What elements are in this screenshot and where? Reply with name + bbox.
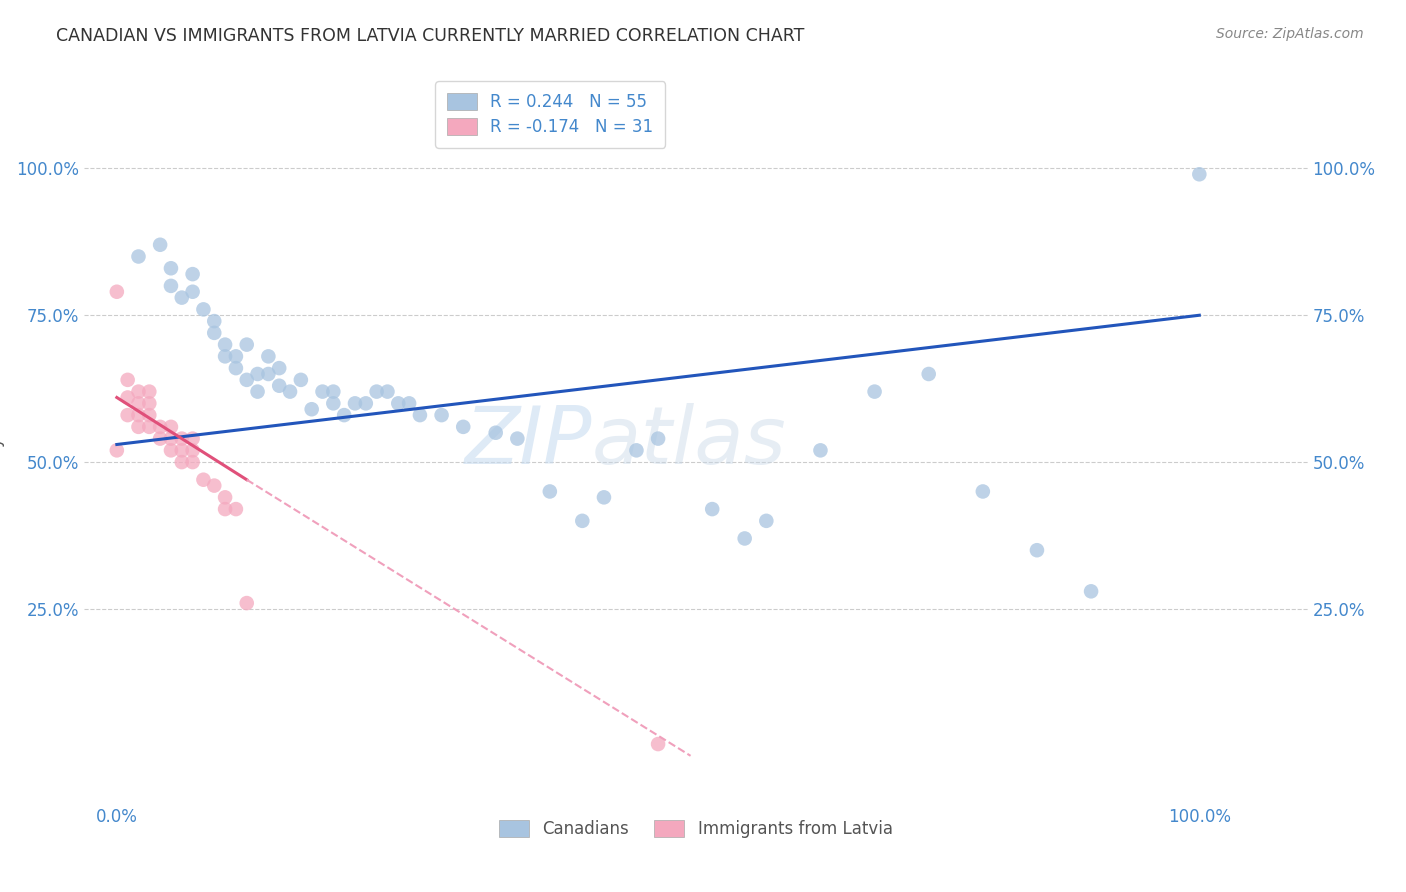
- Legend: Canadians, Immigrants from Latvia: Canadians, Immigrants from Latvia: [492, 814, 900, 845]
- Point: [181, 443, 204, 458]
- Point: [127, 250, 149, 264]
- Point: [127, 396, 149, 410]
- Point: [485, 425, 508, 440]
- Point: [972, 484, 994, 499]
- Point: [181, 267, 204, 281]
- Point: [863, 384, 886, 399]
- Point: [235, 373, 257, 387]
- Point: [105, 443, 128, 458]
- Point: [333, 408, 356, 422]
- Point: [1026, 543, 1049, 558]
- Point: [214, 491, 236, 505]
- Point: [170, 291, 193, 305]
- Point: [117, 391, 139, 405]
- Point: [290, 373, 312, 387]
- Point: [160, 278, 183, 293]
- Point: [301, 402, 323, 417]
- Point: [235, 596, 257, 610]
- Point: [506, 432, 529, 446]
- Point: [193, 473, 215, 487]
- Point: [138, 420, 160, 434]
- Point: [117, 373, 139, 387]
- Point: [214, 502, 236, 516]
- Point: [160, 261, 183, 276]
- Point: [149, 237, 172, 252]
- Point: [105, 285, 128, 299]
- Point: [343, 396, 366, 410]
- Point: [702, 502, 724, 516]
- Point: [322, 384, 344, 399]
- Point: [257, 367, 280, 381]
- Point: [354, 396, 377, 410]
- Point: [117, 408, 139, 422]
- Point: [626, 443, 648, 458]
- Point: [235, 337, 257, 351]
- Text: ZIP: ZIP: [464, 402, 592, 481]
- Point: [181, 432, 204, 446]
- Point: [257, 350, 280, 364]
- Point: [214, 337, 236, 351]
- Point: [225, 361, 247, 376]
- Point: [170, 443, 193, 458]
- Point: [451, 420, 474, 434]
- Point: [538, 484, 561, 499]
- Text: Source: ZipAtlas.com: Source: ZipAtlas.com: [1216, 27, 1364, 41]
- Point: [810, 443, 832, 458]
- Point: [127, 384, 149, 399]
- Point: [246, 384, 269, 399]
- Text: atlas: atlas: [592, 402, 787, 481]
- Point: [377, 384, 399, 399]
- Point: [138, 384, 160, 399]
- Point: [214, 350, 236, 364]
- Point: [322, 396, 344, 410]
- Point: [269, 378, 291, 392]
- Point: [181, 455, 204, 469]
- Point: [170, 455, 193, 469]
- Point: [138, 408, 160, 422]
- Point: [269, 361, 291, 376]
- Point: [387, 396, 409, 410]
- Point: [127, 420, 149, 434]
- Point: [181, 285, 204, 299]
- Point: [398, 396, 420, 410]
- Point: [170, 432, 193, 446]
- Point: [430, 408, 453, 422]
- Point: [278, 384, 301, 399]
- Point: [149, 432, 172, 446]
- Point: [160, 443, 183, 458]
- Y-axis label: Currently Married: Currently Married: [0, 368, 6, 515]
- Point: [193, 302, 215, 317]
- Point: [160, 420, 183, 434]
- Point: [366, 384, 388, 399]
- Point: [1188, 167, 1211, 181]
- Point: [225, 350, 247, 364]
- Point: [1080, 584, 1102, 599]
- Point: [225, 502, 247, 516]
- Point: [202, 326, 225, 340]
- Point: [647, 737, 669, 751]
- Point: [734, 532, 756, 546]
- Point: [202, 478, 225, 492]
- Point: [409, 408, 432, 422]
- Point: [311, 384, 333, 399]
- Point: [138, 396, 160, 410]
- Point: [647, 432, 669, 446]
- Point: [918, 367, 941, 381]
- Point: [160, 432, 183, 446]
- Point: [246, 367, 269, 381]
- Point: [127, 408, 149, 422]
- Text: CANADIAN VS IMMIGRANTS FROM LATVIA CURRENTLY MARRIED CORRELATION CHART: CANADIAN VS IMMIGRANTS FROM LATVIA CURRE…: [56, 27, 804, 45]
- Point: [755, 514, 778, 528]
- Point: [149, 420, 172, 434]
- Point: [593, 491, 616, 505]
- Point: [202, 314, 225, 328]
- Point: [571, 514, 593, 528]
